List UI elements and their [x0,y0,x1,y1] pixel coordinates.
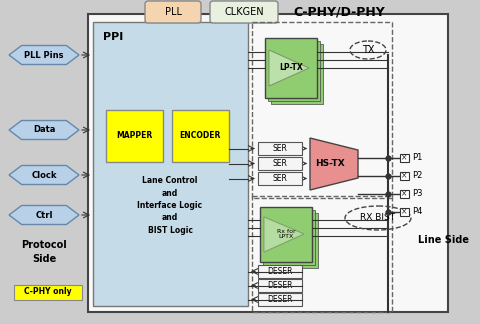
Text: Data: Data [33,125,55,134]
Polygon shape [269,50,309,86]
FancyBboxPatch shape [145,1,201,23]
Polygon shape [264,217,304,252]
Bar [258,293,302,306]
Bar [14,285,82,300]
Bar [258,157,302,170]
Bar [400,172,409,180]
Bar [172,110,229,162]
Text: ×: × [401,207,408,216]
Bar [106,110,163,162]
Polygon shape [310,138,358,190]
Bar [400,208,409,216]
Text: LP-TX: LP-TX [279,64,303,73]
Text: P4: P4 [412,207,422,216]
Text: ENCODER: ENCODER [180,132,221,141]
Bar [266,213,318,268]
Text: SER: SER [273,174,288,183]
Bar [252,196,392,312]
Text: SER: SER [273,144,288,153]
Bar [400,190,409,198]
Text: ×: × [401,190,408,199]
Text: P2: P2 [412,171,422,180]
Text: DESER: DESER [267,281,293,290]
Text: Clock: Clock [31,170,57,179]
Bar [271,44,323,104]
Text: HS-TX: HS-TX [315,159,345,168]
Polygon shape [9,166,79,184]
FancyBboxPatch shape [210,1,278,23]
Bar [258,142,302,155]
Bar [400,154,409,162]
Text: Rx for
LPTX: Rx for LPTX [276,229,295,239]
Polygon shape [9,205,79,225]
Text: Line Side: Line Side [419,235,469,245]
Text: P3: P3 [412,190,422,199]
Text: DESER: DESER [267,295,293,304]
Bar [263,210,315,265]
Bar [268,41,320,101]
Text: MAPPER: MAPPER [116,132,152,141]
Text: C-PHY only: C-PHY only [24,287,72,296]
Text: RX BIST: RX BIST [360,214,396,223]
Bar [252,22,392,198]
Bar [260,207,312,262]
Bar [258,265,302,278]
Polygon shape [9,45,79,64]
Text: TX: TX [362,45,374,55]
Bar [265,38,317,98]
Text: PLL Pins: PLL Pins [24,51,64,60]
Text: PLL: PLL [165,7,181,17]
Text: CLKGEN: CLKGEN [224,7,264,17]
Text: PPI: PPI [103,32,123,42]
Text: SER: SER [273,159,288,168]
Polygon shape [9,121,79,140]
Text: ×: × [401,154,408,163]
Text: Ctrl: Ctrl [35,211,53,219]
Text: Lane Control
and
Interface Logic
and
BIST Logic: Lane Control and Interface Logic and BIS… [137,176,203,235]
Text: P1: P1 [412,154,422,163]
Bar [93,22,248,306]
Bar [258,279,302,292]
Text: DESER: DESER [267,267,293,276]
Text: C-PHY/D-PHY: C-PHY/D-PHY [293,6,385,18]
Bar [258,172,302,185]
Bar [88,14,448,312]
Text: Protocol
Side: Protocol Side [21,240,67,264]
Text: ×: × [401,171,408,180]
